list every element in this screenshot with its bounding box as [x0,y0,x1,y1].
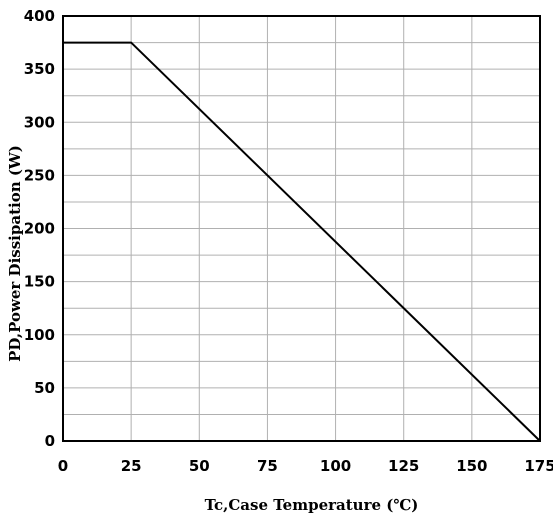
y-axis-title: PD,Power Dissipation (W) [6,145,24,362]
x-tick-label: 100 [320,457,351,475]
y-tick-label: 250 [24,166,55,184]
y-axis-ticks: 0 50 100 150 200 250 300 350 400 [24,7,55,450]
y-tick-label: 200 [24,220,55,238]
y-tick-label: 50 [34,379,55,397]
x-axis-title: Tc,Case Temperature (℃) [205,496,419,514]
series-line [63,41,541,442]
y-tick-label: 150 [24,273,55,291]
x-tick-label: 50 [189,457,210,475]
x-tick-label: 75 [257,457,278,475]
x-tick-label: 125 [388,457,419,475]
grid-lines [62,15,541,442]
series-layer [63,41,541,442]
x-tick-label: 175 [524,457,553,475]
y-tick-label: 0 [45,432,55,450]
x-tick-label: 150 [456,457,487,475]
y-tick-label: 100 [24,326,55,344]
x-tick-label: 0 [58,457,68,475]
x-axis-ticks: 0 25 50 75 100 125 150 175 [58,457,553,475]
y-tick-label: 350 [24,60,55,78]
x-tick-label: 25 [121,457,142,475]
y-tick-label: 300 [24,113,55,131]
y-tick-label: 400 [24,7,55,25]
plot-frame [62,15,541,442]
